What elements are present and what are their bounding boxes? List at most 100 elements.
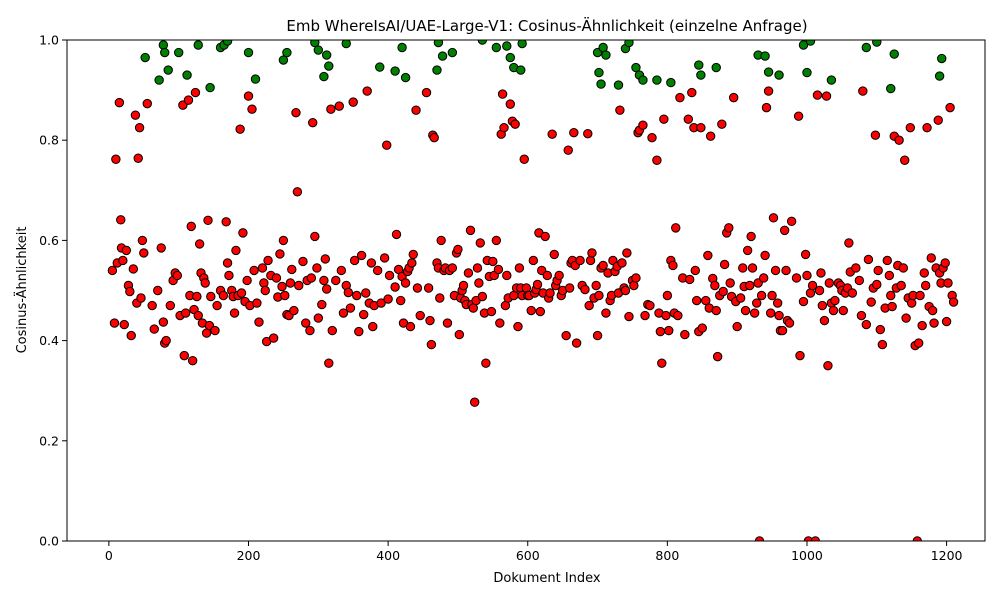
scatter-point-irrelevant <box>858 86 868 96</box>
scatter-point-irrelevant <box>830 295 840 306</box>
scatter-point-irrelevant <box>194 239 205 249</box>
scatter-point-irrelevant <box>121 245 132 256</box>
scatter-point-irrelevant <box>257 263 268 273</box>
scatter-point-irrelevant <box>193 310 203 321</box>
scatter-point-irrelevant <box>366 258 377 268</box>
scatter-point-irrelevant <box>134 122 145 133</box>
scatter-point-irrelevant <box>664 325 674 336</box>
scatter-point-irrelevant <box>640 310 650 321</box>
scatter-point-irrelevant <box>212 300 222 311</box>
scatter-point-irrelevant <box>705 131 716 141</box>
scatter-point-irrelevant <box>798 296 809 307</box>
scatter-point-irrelevant <box>824 278 835 288</box>
chart-title: Emb WhereIsAI/UAE-Large-V1: Cosinus-Ähnl… <box>286 16 807 35</box>
scatter-point-irrelevant <box>896 280 906 291</box>
scatter-point-irrelevant <box>231 245 241 256</box>
scatter-point-irrelevant <box>327 325 337 336</box>
scatter-point-relevant <box>160 47 170 58</box>
scatter-point-relevant <box>319 71 329 82</box>
scatter-point-irrelevant <box>615 105 625 115</box>
scatter-point-irrelevant <box>800 249 811 260</box>
scatter-point-irrelevant <box>125 286 135 297</box>
scatter-point-irrelevant <box>362 86 372 96</box>
scatter-point-irrelevant <box>345 303 356 313</box>
scatter-point-irrelevant <box>873 265 883 276</box>
scatter-point-irrelevant <box>391 229 402 240</box>
scatter-point-irrelevant <box>384 270 395 281</box>
scatter-point-irrelevant <box>361 288 371 298</box>
scatter-point-irrelevant <box>229 308 240 318</box>
scatter-point-irrelevant <box>943 278 953 288</box>
scatter-point-irrelevant <box>711 305 721 316</box>
scatter-point-irrelevant <box>376 298 386 308</box>
scatter-point-irrelevant <box>870 130 881 140</box>
scatter-point-relevant <box>694 60 704 70</box>
scatter-point-irrelevant <box>463 268 474 278</box>
scatter-point-irrelevant <box>147 300 157 311</box>
scatter-point-irrelevant <box>405 321 416 332</box>
scatter-point-irrelevant <box>725 278 735 288</box>
scatter-point-irrelevant <box>421 87 432 98</box>
scatter-point-irrelevant <box>287 264 297 275</box>
scatter-point-irrelevant <box>838 305 848 316</box>
scatter-point-relevant <box>711 62 721 73</box>
scatter-point-irrelevant <box>913 338 924 348</box>
scatter-point-irrelevant <box>673 310 683 321</box>
scatter-point-irrelevant <box>481 358 491 368</box>
scatter-point-irrelevant <box>575 255 585 266</box>
scatter-point-irrelevant <box>426 339 437 350</box>
scatter-point-irrelevant <box>691 295 702 306</box>
scatter-point-relevant <box>596 79 606 89</box>
scatter-point-relevant <box>696 70 706 80</box>
scatter-point-irrelevant <box>338 308 349 318</box>
scatter-point-irrelevant <box>236 288 247 298</box>
scatter-point-irrelevant <box>203 215 213 226</box>
scatter-point-irrelevant <box>352 290 362 301</box>
scatter-point-irrelevant <box>382 140 392 150</box>
scatter-point-relevant <box>390 66 400 76</box>
scatter-point-irrelevant <box>710 280 720 291</box>
scatter-point-irrelevant <box>519 154 529 164</box>
scatter-point-irrelevant <box>584 300 594 311</box>
scatter-point-relevant <box>516 65 526 75</box>
scatter-point-irrelevant <box>222 258 233 268</box>
scatter-point-irrelevant <box>819 315 830 326</box>
scatter-point-irrelevant <box>746 231 756 242</box>
scatter-point-irrelevant <box>571 338 582 348</box>
scatter-point-irrelevant <box>740 305 751 316</box>
scatter-point-irrelevant <box>647 132 657 143</box>
scatter-point-relevant <box>433 40 444 48</box>
scatter-point-irrelevant <box>671 223 681 233</box>
scatter-point-irrelevant <box>505 99 515 109</box>
x-tick-label: 1200 <box>931 548 963 563</box>
scatter-point-irrelevant <box>927 305 938 316</box>
scatter-point-irrelevant <box>192 291 202 302</box>
scatter-point-irrelevant <box>872 279 882 290</box>
scatter-point-irrelevant <box>844 238 854 248</box>
x-tick-label: 0 <box>105 548 113 563</box>
scatter-point-irrelevant <box>847 288 858 298</box>
scatter-point-irrelevant <box>591 280 601 291</box>
scatter-point-irrelevant <box>429 132 439 143</box>
scatter-point-irrelevant <box>587 248 597 258</box>
scatter-point-irrelevant <box>701 295 711 306</box>
scatter-point-relevant <box>432 65 442 75</box>
scatter-point-irrelevant <box>900 155 910 165</box>
scatter-point-irrelevant <box>187 355 198 366</box>
scatter-point-irrelevant <box>922 122 932 133</box>
scatter-point-irrelevant <box>116 215 126 225</box>
scatter-point-relevant <box>193 40 203 50</box>
scatter-point-relevant <box>934 71 945 81</box>
scatter-point-irrelevant <box>915 290 925 301</box>
scatter-point-irrelevant <box>817 300 828 311</box>
scatter-point-irrelevant <box>453 244 463 255</box>
y-tick-label: 0.0 <box>39 534 59 549</box>
scatter-point-irrelevant <box>814 285 825 296</box>
scatter-point-relevant <box>321 50 332 60</box>
scatter-point-irrelevant <box>334 101 344 111</box>
scatter-point-irrelevant <box>161 335 171 346</box>
scatter-point-irrelevant <box>289 305 299 316</box>
scatter-point-irrelevant <box>816 268 826 278</box>
x-tick-label: 800 <box>655 548 679 563</box>
